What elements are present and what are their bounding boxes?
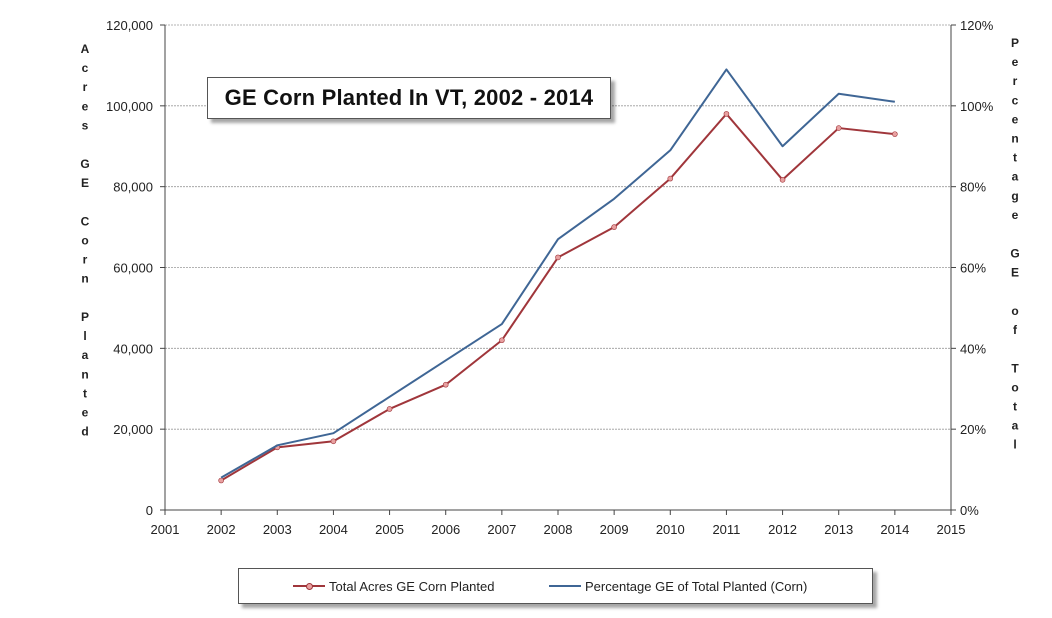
right-axis-letter: a (1012, 419, 1019, 433)
data-point (835, 125, 842, 131)
series-line-0 (220, 112, 895, 482)
data-point (386, 406, 393, 412)
right-tick-label: 80% (960, 180, 986, 195)
data-point (611, 224, 617, 230)
data-point (555, 254, 561, 261)
data-point (442, 381, 449, 388)
legend-item-acres: Total Acres GE Corn Planted (293, 569, 494, 603)
right-axis-letter: e (1012, 55, 1019, 69)
left-axis-letter: r (83, 253, 88, 267)
right-axis-letter: t (1013, 151, 1017, 165)
left-axis-letter: e (82, 406, 89, 420)
legend-item-percentage: Percentage GE of Total Planted (Corn) (549, 569, 807, 603)
right-tick-label: 60% (960, 261, 986, 276)
x-tick-label: 2006 (431, 522, 460, 537)
right-axis-letter: G (1010, 246, 1019, 260)
left-axis-letter: o (81, 233, 88, 247)
left-axis-letter: G (80, 157, 89, 171)
right-axis-letter: f (1013, 323, 1018, 337)
data-point (723, 111, 730, 117)
x-axis-ticks: 2001 2002 2003 2004 2005 2006 2007 2008 2009 2010… (151, 522, 966, 537)
left-axis-ticks: 0 20,000 40,000 60,000 80,000 100,000 120,000 (106, 18, 153, 518)
x-tick-label: 2010 (656, 522, 685, 537)
right-axis-letter: E (1011, 265, 1019, 279)
x-tick-label: 2009 (600, 522, 629, 537)
legend-label-percentage: Percentage GE of Total Planted (Corn) (585, 578, 808, 594)
x-tick-label: 2001 (151, 522, 180, 537)
right-axis-letter: n (1011, 132, 1018, 146)
x-tick-label: 2015 (937, 522, 966, 537)
right-axis-letter: t (1013, 400, 1017, 414)
left-axis-letter: c (82, 61, 89, 75)
x-tick-label: 2014 (880, 522, 909, 537)
right-axis-letter: P (1011, 36, 1019, 50)
left-tick-label: 120,000 (106, 18, 153, 33)
left-tick-label: 40,000 (113, 341, 153, 356)
right-axis-letter: T (1011, 361, 1019, 375)
right-tick-label: 100% (960, 99, 994, 114)
legend-marker-acres (306, 583, 313, 590)
legend-swatch-percentage (549, 585, 581, 587)
left-axis-letter: s (82, 118, 89, 132)
axes (160, 24, 956, 515)
left-tick-label: 100,000 (106, 99, 153, 114)
x-tick-label: 2007 (487, 522, 516, 537)
right-axis-letter: e (1012, 208, 1019, 222)
right-axis-letter: c (1012, 93, 1019, 107)
data-point (779, 176, 786, 183)
right-tick-label: 0% (960, 503, 979, 518)
right-axis-letter: e (1012, 112, 1019, 126)
left-axis-letter: E (81, 176, 89, 190)
x-tick-label: 2004 (319, 522, 348, 537)
left-axis-letter: a (82, 348, 89, 362)
right-axis-letter: o (1011, 380, 1018, 394)
right-tick-label: 120% (960, 18, 994, 33)
left-tick-label: 0 (146, 503, 153, 518)
left-axis-letter: e (82, 99, 89, 113)
left-axis-letter: r (83, 80, 88, 94)
data-point (892, 131, 898, 137)
right-axis-letter: g (1011, 189, 1018, 203)
left-axis-letter: P (81, 310, 89, 324)
chart-title: GE Corn Planted In VT, 2002 - 2014 (224, 85, 594, 110)
left-tick-label: 60,000 (113, 261, 153, 276)
x-tick-label: 2008 (544, 522, 573, 537)
right-axis-letter: o (1011, 304, 1018, 318)
legend-swatch-acres (293, 583, 325, 590)
x-tick-label: 2005 (375, 522, 404, 537)
x-tick-label: 2002 (207, 522, 236, 537)
x-tick-label: 2011 (712, 522, 740, 537)
series-group (218, 68, 898, 484)
right-axis-letter: l (1013, 438, 1016, 452)
data-point (499, 337, 505, 344)
chart-title-box: GE Corn Planted In VT, 2002 - 2014 (207, 77, 611, 119)
x-tick-label: 2012 (768, 522, 797, 537)
left-tick-label: 20,000 (113, 422, 153, 437)
legend-label-acres: Total Acres GE Corn Planted (329, 578, 495, 594)
right-tick-label: 20% (960, 422, 986, 437)
series-line-1 (220, 68, 895, 479)
data-point (330, 438, 337, 445)
data-point (667, 175, 674, 182)
x-tick-label: 2003 (263, 522, 292, 537)
left-axis-letter: l (83, 329, 86, 343)
left-tick-label: 80,000 (113, 180, 153, 195)
left-axis-letter: C (81, 214, 90, 228)
left-axis-letter: t (83, 386, 87, 400)
right-axis-letter: a (1012, 170, 1019, 184)
x-tick-label: 2013 (824, 522, 853, 537)
right-axis-ticks: 0% 20% 40% 60% 80% 100% 120% (960, 18, 994, 518)
left-axis-letter: d (81, 425, 88, 439)
right-axis-letter: r (1013, 74, 1018, 88)
legend: Total Acres GE Corn Planted Percentage G… (238, 568, 873, 604)
left-axis-letter: A (81, 42, 90, 56)
left-axis-letter: n (81, 272, 88, 286)
data-point (218, 477, 224, 484)
left-axis-letter: n (81, 367, 88, 381)
right-tick-label: 40% (960, 341, 986, 356)
